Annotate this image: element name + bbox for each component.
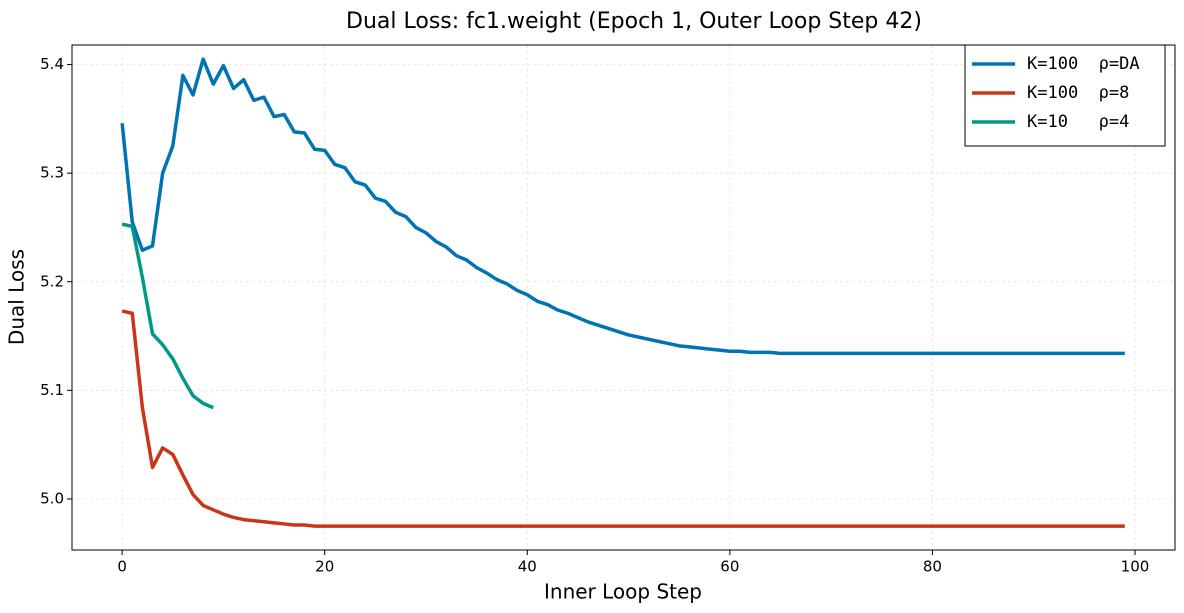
legend-label: K=100 ρ=DA	[1027, 54, 1140, 74]
y-tick-label: 5.3	[40, 164, 64, 182]
legend-box	[964, 44, 1166, 147]
x-axis-label: Inner Loop Step	[544, 580, 702, 604]
series-line	[120, 57, 1125, 356]
chart-title: Dual Loss: fc1.weight (Epoch 1, Outer Lo…	[346, 9, 922, 34]
y-tick-label: 5.0	[40, 489, 64, 507]
legend-label: K=100 ρ=8	[1027, 83, 1129, 103]
x-tick-label: 60	[720, 558, 739, 576]
legend: K=100 ρ=DA K=100 ρ=8 K=10 ρ=4	[964, 44, 1166, 147]
y-tick-label: 5.2	[40, 272, 64, 290]
x-tick-label: 80	[923, 558, 942, 576]
legend-label: K=10 ρ=4	[1027, 112, 1129, 132]
x-tick-label: 0	[117, 558, 127, 576]
x-tick-label: 20	[315, 558, 334, 576]
x-tick-label: 100	[1121, 558, 1150, 576]
series-line	[121, 309, 1125, 528]
x-tick-label: 40	[518, 558, 537, 576]
y-tick-label: 5.4	[40, 55, 64, 73]
plot-frame	[71, 44, 1176, 551]
series-line	[121, 222, 214, 410]
y-axis-label: Dual Loss	[5, 249, 29, 345]
y-tick-label: 5.1	[40, 381, 64, 399]
